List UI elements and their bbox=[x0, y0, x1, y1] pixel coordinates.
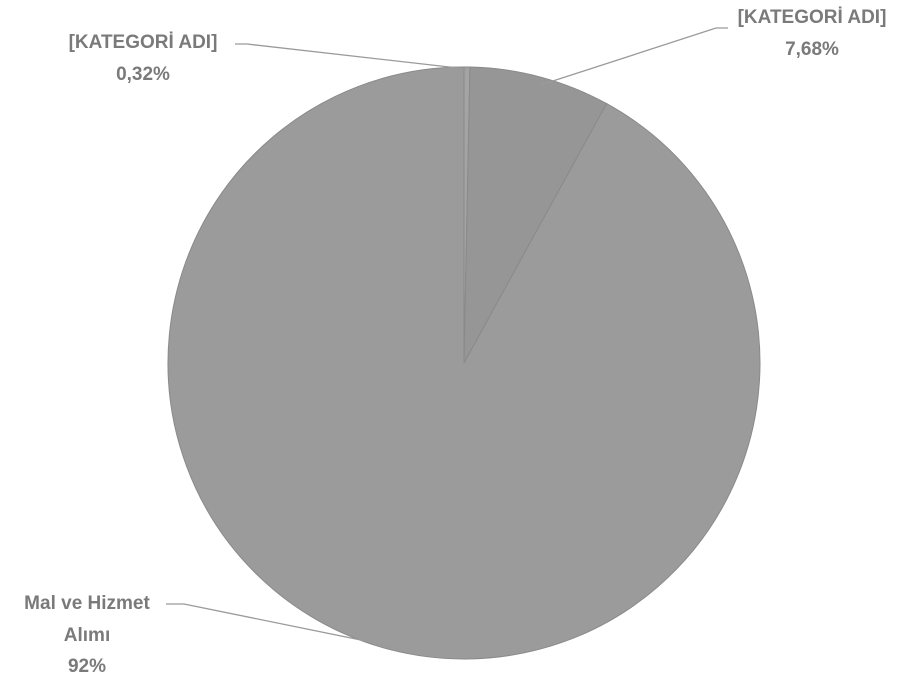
slice-label-category-0: [KATEGORİ ADI] bbox=[69, 32, 218, 53]
pie-slice-1 bbox=[463, 66, 608, 364]
slice-label-value-2: 92% bbox=[68, 656, 106, 677]
slice-label-category-1: [KATEGORİ ADI] bbox=[738, 7, 887, 28]
pie-slice-2 bbox=[167, 66, 761, 660]
data-labels: [KATEGORİ ADI] 0,32% [KATEGORİ ADI] 7,68… bbox=[24, 7, 886, 677]
leader-line-1 bbox=[540, 27, 728, 86]
leader-line-2 bbox=[166, 603, 400, 649]
leader-lines bbox=[166, 27, 728, 649]
slice-label-category-2-line-2: Alımı bbox=[64, 625, 110, 646]
leader-line-0 bbox=[235, 43, 468, 70]
slice-label-category-2-line-1: Mal ve Hizmet bbox=[24, 593, 150, 614]
slice-label-value-1: 7,68% bbox=[785, 39, 839, 60]
slice-label-value-0: 0,32% bbox=[116, 64, 170, 85]
pie-slices bbox=[167, 66, 761, 660]
